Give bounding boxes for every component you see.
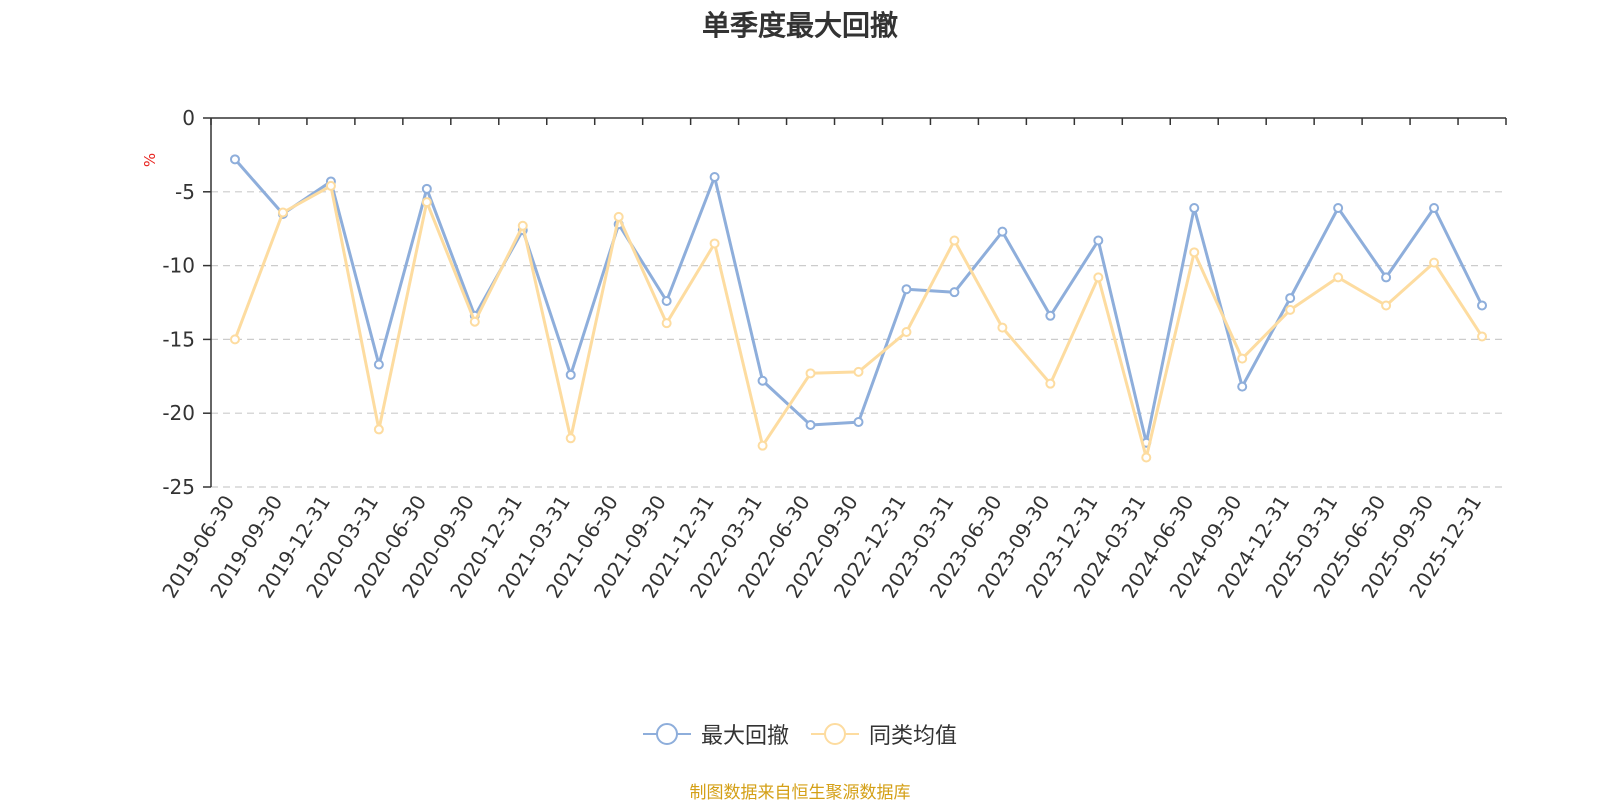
legend-label-peer-average: 同类均值	[869, 724, 958, 749]
data-point[interactable]	[757, 375, 768, 386]
data-point[interactable]	[1333, 203, 1344, 214]
data-point[interactable]	[709, 172, 720, 183]
data-point[interactable]	[1381, 300, 1392, 311]
data-point[interactable]	[277, 207, 288, 218]
data-point[interactable]	[469, 316, 480, 327]
chart-title: 单季度最大回撤	[701, 9, 898, 42]
data-point[interactable]	[709, 238, 720, 249]
data-point[interactable]	[805, 368, 816, 379]
data-point[interactable]	[325, 180, 336, 191]
data-point[interactable]	[1045, 310, 1056, 321]
data-point[interactable]	[1189, 247, 1200, 258]
data-point[interactable]	[949, 287, 960, 298]
data-point[interactable]	[517, 220, 528, 231]
data-point[interactable]	[373, 424, 384, 435]
grid-lines	[211, 191, 1506, 488]
y-tick-label: -15	[162, 327, 195, 351]
data-point[interactable]	[421, 183, 432, 194]
data-point[interactable]	[997, 322, 1008, 333]
axes: 0-5-10-15-20-252019-06-302019-09-302019-…	[157, 106, 1507, 602]
data-point[interactable]	[1285, 304, 1296, 315]
data-point[interactable]	[1429, 203, 1440, 214]
y-tick-label: -10	[162, 254, 195, 278]
series-line	[233, 184, 1484, 459]
data-point[interactable]	[565, 433, 576, 444]
data-point[interactable]	[1237, 353, 1248, 364]
y-tick-label: -25	[162, 475, 195, 499]
y-tick-label: 0	[182, 106, 195, 130]
data-point[interactable]	[661, 296, 672, 307]
y-tick-label: -5	[175, 180, 195, 204]
data-point[interactable]	[1141, 452, 1152, 463]
data-point[interactable]	[613, 211, 624, 222]
data-point[interactable]	[901, 284, 912, 295]
data-point[interactable]	[901, 327, 912, 338]
data-point[interactable]	[229, 154, 240, 165]
data-point[interactable]	[853, 417, 864, 428]
legend-item-max-drawdown[interactable]: 最大回撤	[642, 718, 789, 750]
legend-label-max-drawdown: 最大回撤	[700, 724, 789, 749]
source-note: 制图数据来自恒生聚源数据库	[689, 783, 911, 803]
data-point[interactable]	[1237, 381, 1248, 392]
data-point[interactable]	[805, 420, 816, 431]
legend: 最大回撤 同类均值	[0, 718, 1600, 750]
series-peer-average	[229, 180, 1488, 463]
data-point[interactable]	[1477, 300, 1488, 311]
legend-marker-max-drawdown	[642, 723, 691, 745]
data-point[interactable]	[1333, 272, 1344, 283]
y-tick-label: -20	[162, 401, 195, 425]
data-point[interactable]	[1381, 272, 1392, 283]
data-point[interactable]	[1093, 235, 1104, 246]
data-point[interactable]	[1093, 272, 1104, 283]
data-point[interactable]	[421, 197, 432, 208]
series-layer	[229, 154, 1488, 463]
data-point[interactable]	[661, 318, 672, 329]
data-point[interactable]	[1477, 331, 1488, 342]
data-point[interactable]	[949, 235, 960, 246]
data-point[interactable]	[757, 440, 768, 451]
y-axis-unit-label: %	[141, 153, 159, 167]
series-max-drawdown	[229, 154, 1488, 448]
data-point[interactable]	[565, 369, 576, 380]
data-point[interactable]	[229, 334, 240, 345]
data-point[interactable]	[1285, 293, 1296, 304]
data-point[interactable]	[853, 366, 864, 377]
data-point[interactable]	[1429, 257, 1440, 268]
legend-marker-peer-average	[811, 723, 859, 745]
data-point[interactable]	[997, 226, 1008, 237]
legend-item-peer-average[interactable]: 同类均值	[811, 718, 957, 750]
data-point[interactable]	[1045, 378, 1056, 389]
data-point[interactable]	[1189, 203, 1200, 214]
data-point[interactable]	[373, 359, 384, 370]
